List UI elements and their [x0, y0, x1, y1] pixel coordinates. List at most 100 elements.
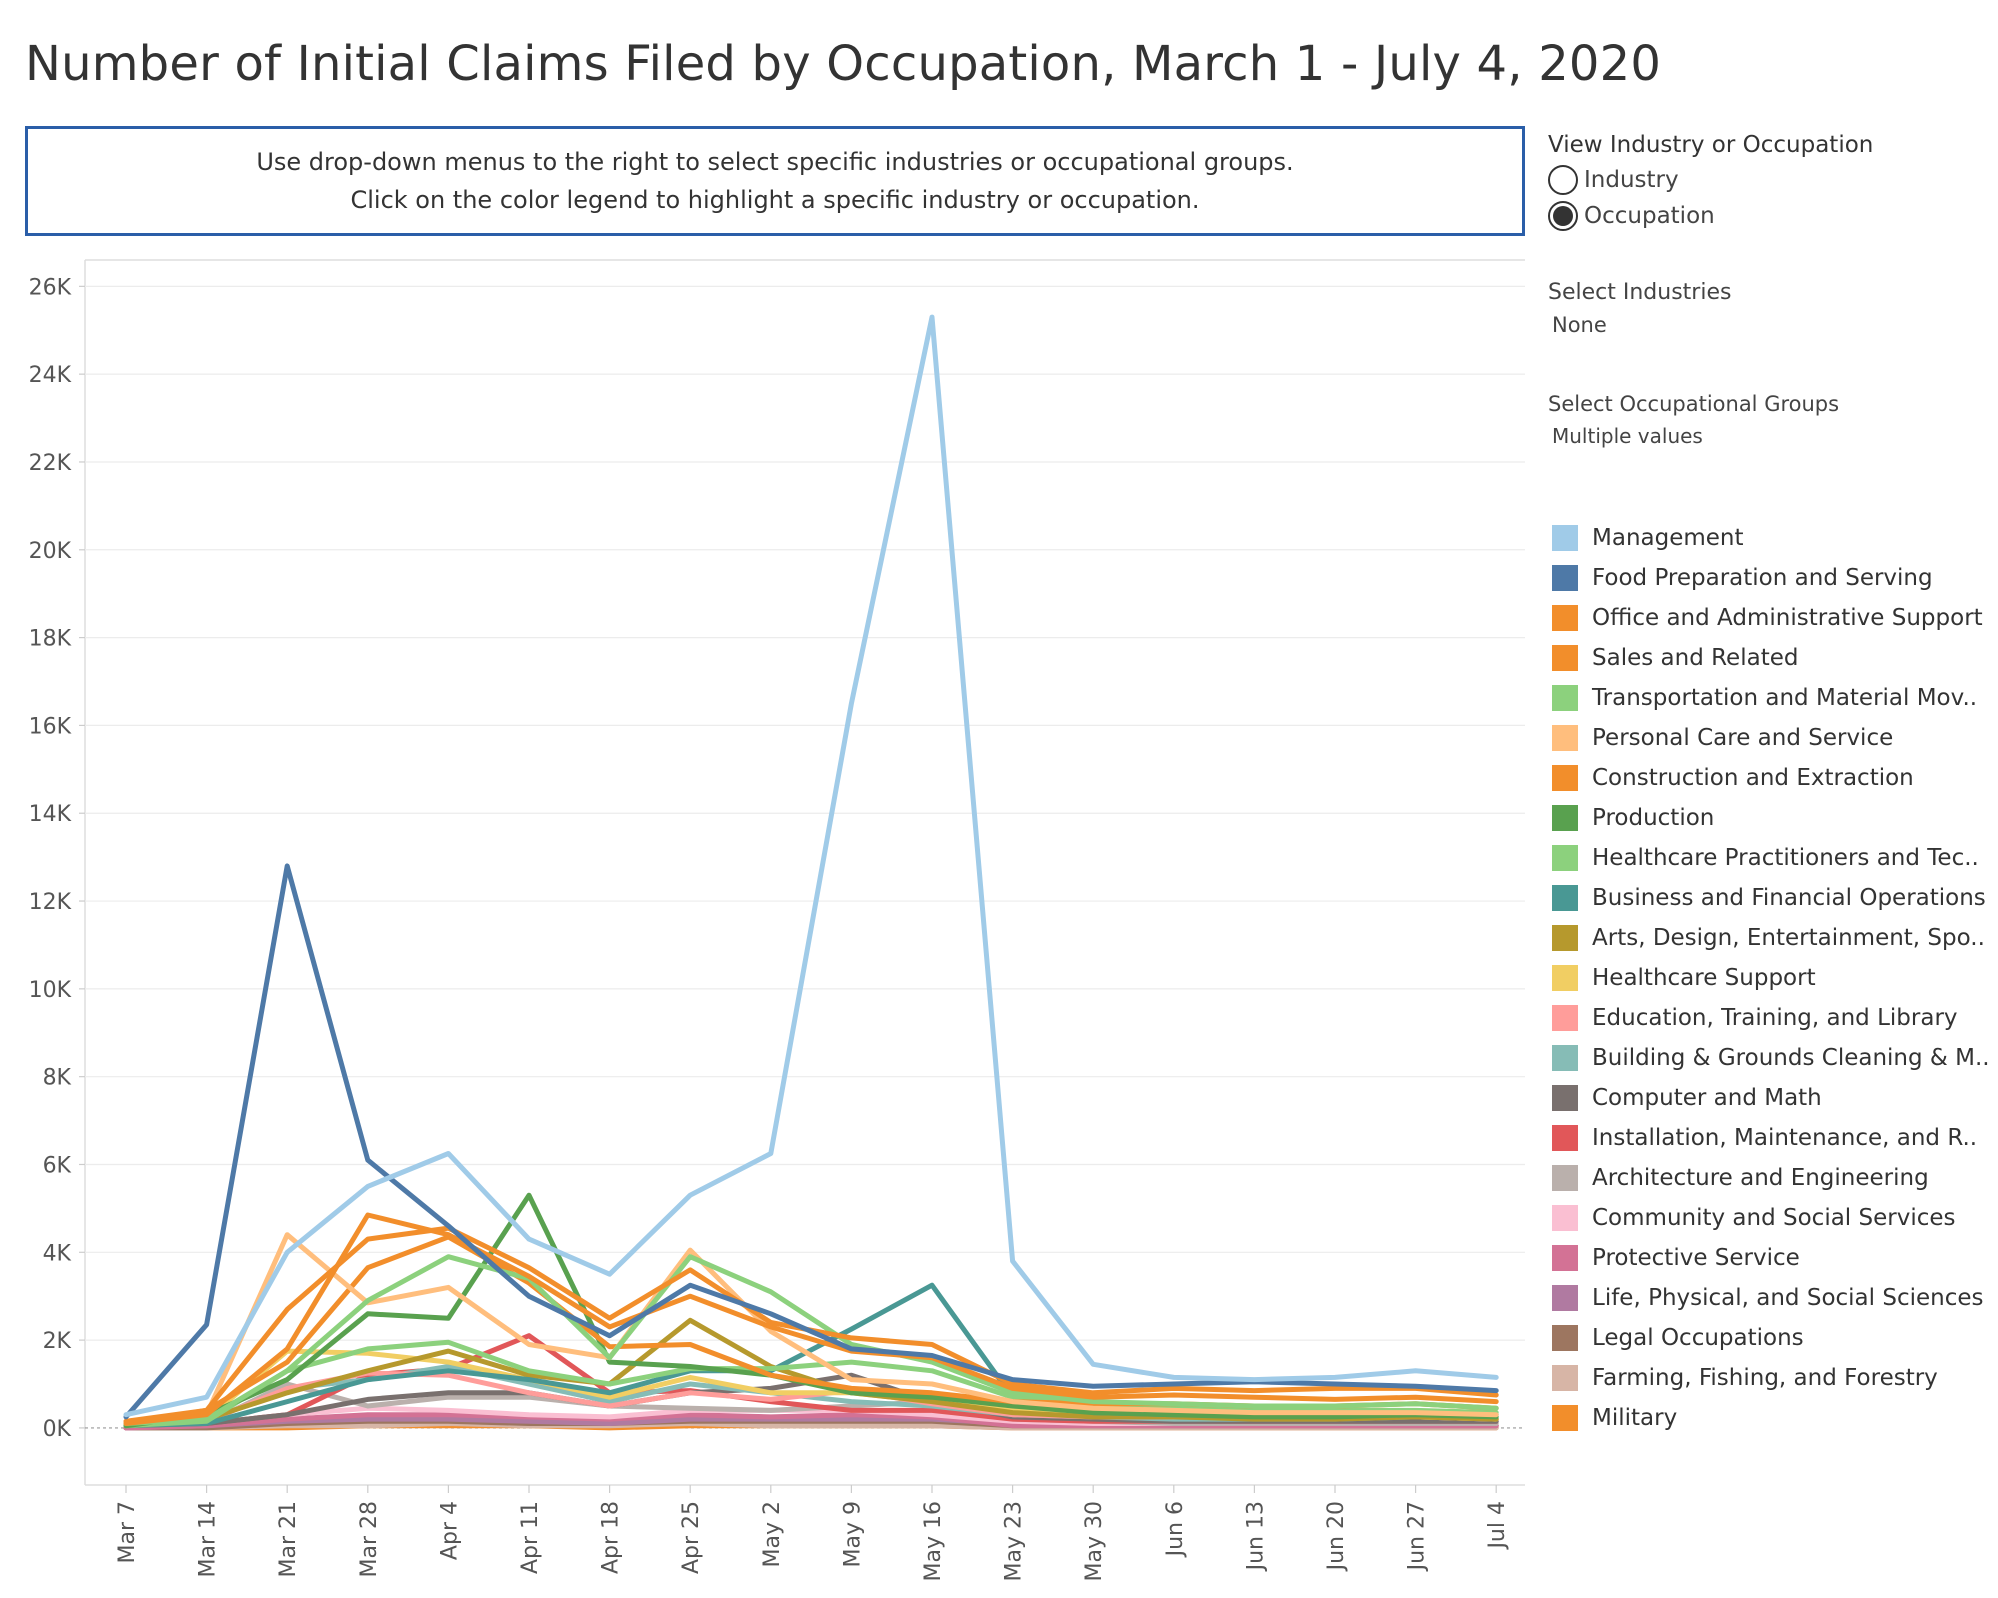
radio-occupation[interactable]: Occupation — [1548, 198, 1873, 234]
legend-swatch — [1552, 1045, 1578, 1071]
legend-item[interactable]: Management — [1552, 518, 1990, 558]
legend-swatch — [1552, 845, 1578, 871]
legend-label: Healthcare Practitioners and Tec.. — [1592, 845, 1979, 871]
legend-item[interactable]: Life, Physical, and Social Sciences — [1552, 1278, 1990, 1318]
legend-item[interactable]: Sales and Related — [1552, 638, 1990, 678]
legend-label: Food Preparation and Serving — [1592, 565, 1933, 591]
page-title: Number of Initial Claims Filed by Occupa… — [25, 36, 1662, 92]
x-tick-label: Mar 21 — [276, 1501, 301, 1578]
legend-item[interactable]: Healthcare Support — [1552, 958, 1990, 998]
radio-industry-label: Industry — [1584, 167, 1679, 193]
x-tick-label: May 30 — [1082, 1501, 1107, 1581]
y-tick-label: 10K — [29, 978, 72, 1003]
legend-swatch — [1552, 805, 1578, 831]
legend-swatch — [1552, 1365, 1578, 1391]
legend-item[interactable]: Building & Grounds Cleaning & M.. — [1552, 1038, 1990, 1078]
legend-swatch — [1552, 605, 1578, 631]
legend-swatch — [1552, 1285, 1578, 1311]
occupations-filter[interactable]: Select Occupational Groups Multiple valu… — [1548, 392, 1839, 448]
series-line-0 — [123, 314, 1499, 1418]
legend-label: Installation, Maintenance, and R.. — [1592, 1125, 1978, 1151]
legend-label: Military — [1592, 1405, 1678, 1431]
legend-swatch — [1552, 1205, 1578, 1231]
legend-label: Management — [1592, 525, 1744, 551]
x-tick-label: Jun 13 — [1243, 1501, 1268, 1572]
legend-item[interactable]: Education, Training, and Library — [1552, 998, 1990, 1038]
legend-swatch — [1552, 1005, 1578, 1031]
occupations-filter-value[interactable]: Multiple values — [1552, 424, 1703, 448]
legend-swatch — [1552, 925, 1578, 951]
legend-label: Legal Occupations — [1592, 1325, 1804, 1351]
radio-industry[interactable]: Industry — [1548, 162, 1873, 198]
radio-occupation-circle[interactable] — [1548, 201, 1578, 231]
legend-item[interactable]: Office and Administrative Support — [1552, 598, 1990, 638]
x-tick-label: May 23 — [1002, 1501, 1027, 1581]
legend-label: Production — [1592, 805, 1715, 831]
legend-item[interactable]: Healthcare Practitioners and Tec.. — [1552, 838, 1990, 878]
series-line-4 — [123, 1254, 1499, 1426]
legend-swatch — [1552, 1165, 1578, 1191]
y-tick-label: 24K — [29, 363, 72, 388]
legend-item[interactable]: Personal Care and Service — [1552, 718, 1990, 758]
legend-label: Construction and Extraction — [1592, 765, 1914, 791]
x-tick-label: Apr 18 — [599, 1501, 624, 1574]
legend-item[interactable]: Architecture and Engineering — [1552, 1158, 1990, 1198]
legend-item[interactable]: Computer and Math — [1552, 1078, 1990, 1118]
legend-item[interactable]: Food Preparation and Serving — [1552, 558, 1990, 598]
x-tick-label: Mar 28 — [357, 1501, 382, 1578]
legend-item[interactable]: Protective Service — [1552, 1238, 1990, 1278]
legend-swatch — [1552, 1085, 1578, 1111]
instructions-box: Use drop-down menus to the right to sele… — [25, 126, 1525, 236]
x-tick-label: Mar 14 — [196, 1501, 221, 1578]
legend-swatch — [1552, 1125, 1578, 1151]
legend-item[interactable]: Production — [1552, 798, 1990, 838]
legend-label: Arts, Design, Entertainment, Spo.. — [1592, 925, 1985, 951]
x-tick-label: May 16 — [921, 1501, 946, 1581]
industries-filter-title: Select Industries — [1548, 280, 1732, 305]
series-line-5 — [123, 1232, 1499, 1424]
x-tick-label: Jun 27 — [1405, 1501, 1430, 1572]
legend-label: Architecture and Engineering — [1592, 1165, 1929, 1191]
y-tick-label: 18K — [29, 627, 72, 652]
legend-label: Life, Physical, and Social Sciences — [1592, 1285, 1984, 1311]
industries-filter-value[interactable]: None — [1552, 313, 1607, 337]
legend-label: Protective Service — [1592, 1245, 1800, 1271]
x-tick-label: Mar 7 — [115, 1501, 140, 1564]
industries-filter[interactable]: Select Industries None — [1548, 280, 1731, 337]
y-tick-label: 2K — [43, 1329, 72, 1354]
radio-selected-dot — [1553, 206, 1573, 226]
legend-item[interactable]: Construction and Extraction — [1552, 758, 1990, 798]
legend-label: Computer and Math — [1592, 1085, 1822, 1111]
y-tick-label: 4K — [43, 1241, 72, 1266]
series-line-3 — [123, 1212, 1499, 1426]
legend-item[interactable]: Installation, Maintenance, and R.. — [1552, 1118, 1990, 1158]
legend-item[interactable]: Transportation and Material Mov.. — [1552, 678, 1990, 718]
y-tick-label: 22K — [29, 451, 72, 476]
legend-label: Education, Training, and Library — [1592, 1005, 1958, 1031]
legend-item[interactable]: Business and Financial Operations — [1552, 878, 1990, 918]
radio-industry-circle[interactable] — [1548, 165, 1578, 195]
legend-swatch — [1552, 885, 1578, 911]
legend-swatch — [1552, 685, 1578, 711]
y-tick-label: 20K — [29, 539, 72, 564]
x-tick-label: Apr 4 — [437, 1501, 462, 1560]
occupations-filter-title: Select Occupational Groups — [1548, 392, 1840, 416]
legend-item[interactable]: Arts, Design, Entertainment, Spo.. — [1552, 918, 1990, 958]
x-tick-label: May 9 — [840, 1501, 865, 1567]
x-tick-label: Jul 4 — [1485, 1501, 1510, 1551]
color-legend: Management Food Preparation and Serving Of… — [1552, 518, 1990, 1438]
x-tick-label: Jun 6 — [1163, 1501, 1188, 1558]
legend-item[interactable]: Community and Social Services — [1552, 1198, 1990, 1238]
instructions-line-1: Use drop-down menus to the right to sele… — [256, 148, 1294, 176]
legend-label: Farming, Fishing, and Forestry — [1592, 1365, 1938, 1391]
legend-swatch — [1552, 525, 1578, 551]
y-tick-label: 6K — [43, 1153, 72, 1178]
legend-item[interactable]: Farming, Fishing, and Forestry — [1552, 1358, 1990, 1398]
legend-item[interactable]: Military — [1552, 1398, 1990, 1438]
x-tick-label: Apr 11 — [518, 1501, 543, 1574]
legend-label: Office and Administrative Support — [1592, 605, 1983, 631]
instructions-line-2: Click on the color legend to highlight a… — [350, 186, 1200, 214]
legend-label: Building & Grounds Cleaning & M.. — [1592, 1045, 1990, 1071]
legend-swatch — [1552, 765, 1578, 791]
legend-item[interactable]: Legal Occupations — [1552, 1318, 1990, 1358]
